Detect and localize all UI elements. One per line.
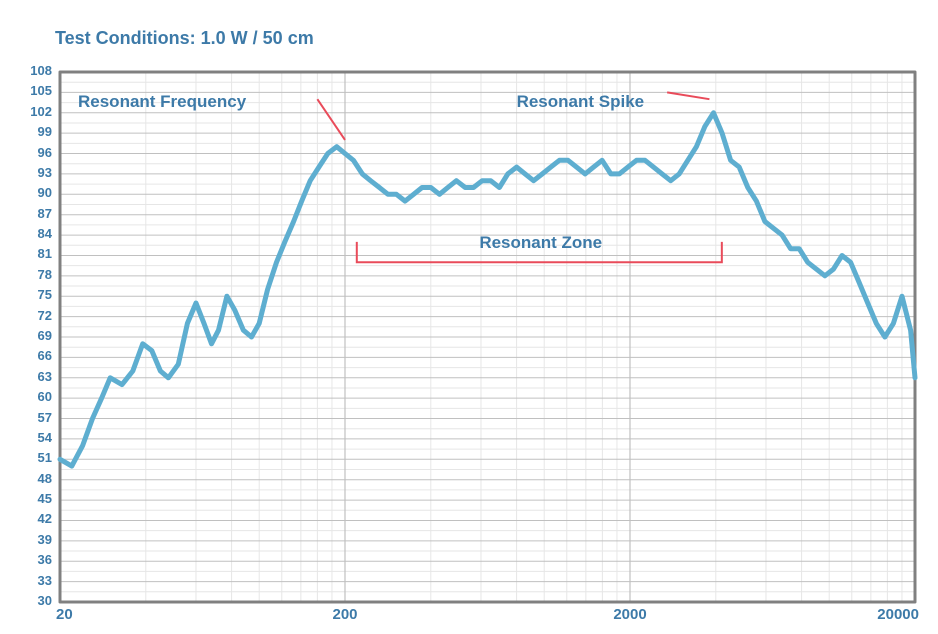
- y-tick-label: 66: [0, 348, 52, 363]
- y-tick-label: 36: [0, 552, 52, 567]
- annotation-resonant-frequency: Resonant Frequency: [78, 92, 246, 112]
- y-tick-label: 81: [0, 246, 52, 261]
- y-tick-label: 54: [0, 430, 52, 445]
- y-tick-label: 99: [0, 124, 52, 139]
- y-tick-label: 45: [0, 491, 52, 506]
- y-tick-label: 30: [0, 593, 52, 608]
- y-tick-label: 42: [0, 511, 52, 526]
- y-tick-label: 108: [0, 63, 52, 78]
- y-tick-label: 57: [0, 410, 52, 425]
- y-tick-label: 51: [0, 450, 52, 465]
- y-tick-label: 33: [0, 573, 52, 588]
- y-tick-label: 90: [0, 185, 52, 200]
- y-tick-label: 69: [0, 328, 52, 343]
- y-tick-label: 102: [0, 104, 52, 119]
- y-tick-label: 84: [0, 226, 52, 241]
- x-tick-label: 20000: [839, 606, 919, 623]
- y-tick-label: 75: [0, 287, 52, 302]
- y-tick-label: 93: [0, 165, 52, 180]
- y-tick-label: 63: [0, 369, 52, 384]
- y-tick-label: 48: [0, 471, 52, 486]
- x-tick-label: 2000: [590, 606, 670, 623]
- x-tick-label: 20: [56, 606, 136, 623]
- annotation-resonant-spike: Resonant Spike: [517, 92, 645, 112]
- y-tick-label: 39: [0, 532, 52, 547]
- x-tick-label: 200: [305, 606, 385, 623]
- y-tick-label: 105: [0, 83, 52, 98]
- y-tick-label: 78: [0, 267, 52, 282]
- y-tick-label: 60: [0, 389, 52, 404]
- annotation-resonant-zone: Resonant Zone: [479, 233, 602, 253]
- y-tick-label: 96: [0, 145, 52, 160]
- y-tick-label: 87: [0, 206, 52, 221]
- y-tick-label: 72: [0, 308, 52, 323]
